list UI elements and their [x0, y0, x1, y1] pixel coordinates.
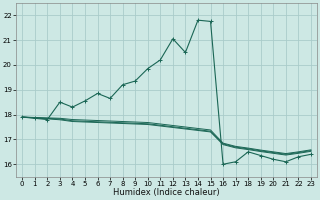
- X-axis label: Humidex (Indice chaleur): Humidex (Indice chaleur): [113, 188, 220, 197]
